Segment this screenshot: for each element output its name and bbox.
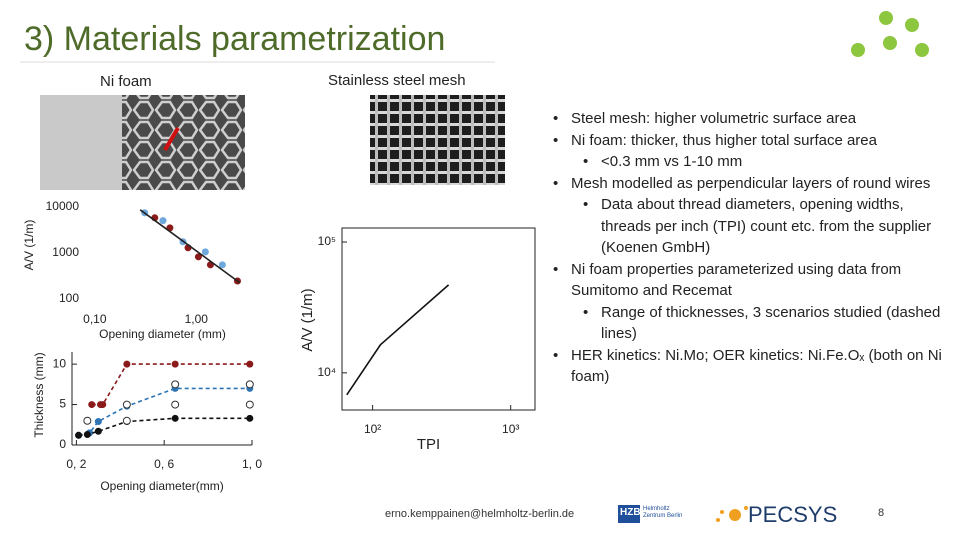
y-tick-label: 10⁴	[317, 365, 336, 379]
y-tick-label: 0	[59, 437, 66, 451]
data-line	[346, 284, 450, 396]
y-tick-label: 10⁵	[318, 234, 336, 248]
x-tick-label: 10²	[364, 422, 381, 436]
y-axis-label: A/V (1/m)	[299, 288, 316, 351]
slide-title: 3) Materials parametrization	[24, 20, 446, 58]
arrow	[163, 126, 180, 152]
bullet: Data about thread diameters, opening wid…	[545, 194, 955, 259]
data-point	[99, 401, 107, 409]
steel-mesh-photo	[370, 95, 505, 185]
plot-frame	[341, 227, 536, 411]
hzb-logo-mark	[618, 505, 640, 523]
y-tick-label: 10	[53, 356, 67, 370]
x-axis-label: TPI	[417, 436, 440, 453]
data-line	[78, 417, 250, 437]
bullet: Ni foam: thicker, thus higher total surf…	[545, 130, 955, 152]
data-line	[78, 387, 250, 437]
data-point	[245, 380, 254, 389]
data-point	[246, 414, 254, 422]
pecsys-logo-mark	[716, 506, 748, 522]
data-point	[246, 360, 254, 368]
data-point	[122, 400, 131, 409]
bullet: <0.3 mm vs 1-10 mm	[545, 151, 955, 173]
logo-hzb: HZB	[620, 507, 641, 518]
data-point	[94, 418, 102, 426]
data-point	[245, 400, 254, 409]
ni-foam-label: Ni foam	[100, 73, 152, 90]
logo-hzb-subtitle: Helmholtz Zentrum Berlin	[643, 506, 683, 519]
data-point	[218, 261, 226, 269]
y-tick-label: 1000	[52, 245, 79, 259]
y-tick-label: 100	[59, 291, 79, 305]
data-point	[159, 217, 167, 225]
x-tick-label: 1, 0	[242, 457, 262, 471]
bullet: Mesh modelled as perpendicular layers of…	[545, 173, 955, 195]
x-tick-label: 0, 2	[66, 457, 86, 471]
data-point	[75, 431, 83, 439]
email: erno.kemppainen@helmholtz-berlin.de	[385, 508, 575, 520]
x-tick-label: 0,10	[83, 312, 107, 326]
data-point	[171, 400, 180, 409]
data-point	[94, 427, 102, 435]
bullet: HER kinetics: Ni.Mo; OER kinetics: Ni.Fe…	[545, 345, 955, 388]
data-line	[139, 209, 241, 284]
data-point	[171, 380, 180, 389]
bullet: Steel mesh: higher volumetric surface ar…	[545, 108, 955, 130]
y-axis-label: Thickness (mm)	[32, 352, 46, 437]
x-tick-label: 0, 6	[154, 457, 174, 471]
y-tick-label: 5	[59, 397, 66, 411]
ni-foam-photo	[40, 95, 122, 190]
steel-mesh-label: Stainless steel mesh	[328, 72, 466, 89]
ni-foam-sem	[122, 95, 245, 190]
data-point	[194, 253, 202, 261]
data-point	[83, 416, 92, 425]
x-axis-label: Opening diameter (mm)	[99, 327, 226, 341]
logo-dots	[851, 11, 929, 57]
data-point	[122, 416, 131, 425]
x-axis-label: Opening diameter(mm)	[100, 479, 223, 493]
x-tick-label: 1,00	[185, 312, 209, 326]
data-point	[123, 360, 131, 368]
y-tick-label: 10000	[46, 199, 80, 213]
bullet: Ni foam properties parameterized using d…	[545, 259, 955, 302]
data-point	[171, 360, 179, 368]
x-tick-label: 10³	[502, 422, 519, 436]
page-number: 8	[878, 507, 885, 519]
data-point	[88, 401, 96, 409]
data-point	[171, 414, 179, 422]
y-axis-label: A/V (1/m)	[22, 220, 36, 271]
data-point	[83, 430, 91, 438]
logo-pecsys: PECSYS	[748, 502, 838, 527]
data-point	[201, 248, 209, 256]
data-line	[91, 363, 250, 406]
bullet-list: Steel mesh: higher volumetric surface ar…	[545, 108, 955, 388]
bullet: Range of thicknesses, 3 scenarios studie…	[545, 302, 955, 345]
